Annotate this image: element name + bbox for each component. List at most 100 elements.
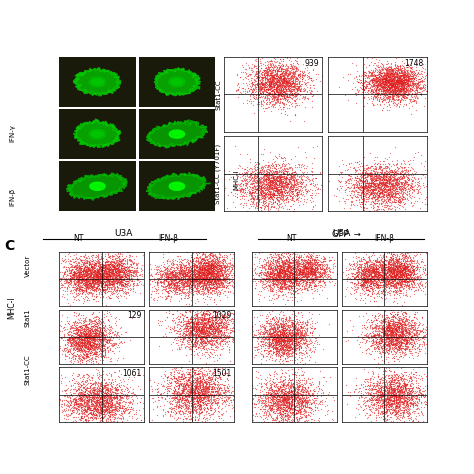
Point <box>72 400 80 408</box>
Point <box>68 273 75 281</box>
Point <box>367 182 374 189</box>
Point <box>373 81 381 88</box>
Point <box>259 340 267 348</box>
Point <box>388 371 395 379</box>
Point <box>403 79 411 86</box>
Point <box>111 268 119 275</box>
Point <box>381 76 389 84</box>
Point <box>391 330 398 337</box>
Point <box>259 83 266 91</box>
Point <box>300 267 308 274</box>
Point <box>399 91 407 99</box>
Point <box>269 375 276 383</box>
Point <box>243 96 251 103</box>
Point <box>217 327 224 334</box>
Point <box>78 270 85 278</box>
Point <box>303 341 311 349</box>
Point <box>273 355 280 363</box>
Point <box>189 257 197 265</box>
Point <box>309 265 316 273</box>
Point <box>194 389 201 396</box>
Point <box>211 328 219 336</box>
Point <box>267 87 275 95</box>
Point <box>288 400 296 408</box>
Point <box>414 399 421 406</box>
Point <box>373 91 380 98</box>
Point <box>393 82 401 90</box>
Point <box>206 289 214 296</box>
Point <box>110 405 118 413</box>
Point <box>198 328 206 336</box>
Point <box>190 260 197 267</box>
Point <box>301 391 309 398</box>
Point <box>167 409 175 416</box>
Point <box>218 279 226 287</box>
Point <box>97 413 105 420</box>
Point <box>107 275 114 283</box>
Point <box>270 176 277 184</box>
Point <box>382 88 390 96</box>
Point <box>104 335 111 343</box>
Point <box>219 315 227 322</box>
Point <box>292 80 299 87</box>
Point <box>283 181 291 189</box>
Point <box>216 240 223 248</box>
Point <box>369 379 377 387</box>
Point <box>373 94 381 101</box>
Point <box>94 406 102 414</box>
Point <box>259 280 267 287</box>
Point <box>263 267 271 275</box>
Point <box>385 337 393 344</box>
Point <box>266 322 273 330</box>
Point <box>96 279 103 287</box>
Point <box>171 398 179 406</box>
Point <box>98 272 106 279</box>
Point <box>394 355 401 363</box>
Point <box>276 287 283 294</box>
Point <box>286 343 294 351</box>
Point <box>271 177 278 185</box>
Point <box>58 311 65 319</box>
Point <box>317 182 325 189</box>
Point <box>179 270 186 277</box>
Point <box>102 275 110 283</box>
Point <box>283 342 291 350</box>
Point <box>387 174 394 182</box>
Point <box>58 406 66 414</box>
Point <box>273 91 281 99</box>
Point <box>419 334 427 342</box>
Point <box>98 328 105 336</box>
Point <box>194 245 201 253</box>
Point <box>421 196 428 203</box>
Point <box>87 358 94 366</box>
Point <box>128 403 135 410</box>
Point <box>281 73 288 81</box>
Point <box>375 180 383 188</box>
Point <box>253 83 260 91</box>
Point <box>388 268 395 276</box>
Point <box>392 82 400 90</box>
Point <box>290 270 298 278</box>
Point <box>389 65 397 73</box>
Point <box>263 79 270 87</box>
Point <box>99 283 106 290</box>
Point <box>365 61 373 69</box>
Point <box>402 271 410 279</box>
Point <box>278 322 285 330</box>
Point <box>212 287 219 295</box>
Point <box>264 86 271 93</box>
Point <box>86 266 93 274</box>
Point <box>273 330 281 338</box>
Point <box>365 258 372 266</box>
Point <box>382 318 389 326</box>
Point <box>74 399 82 407</box>
Point <box>163 277 170 284</box>
Point <box>218 326 225 334</box>
Point <box>83 376 91 384</box>
Point <box>396 258 404 265</box>
Point <box>361 262 368 269</box>
Point <box>83 282 91 290</box>
Point <box>391 172 398 180</box>
Point <box>179 256 187 264</box>
Point <box>100 286 108 294</box>
